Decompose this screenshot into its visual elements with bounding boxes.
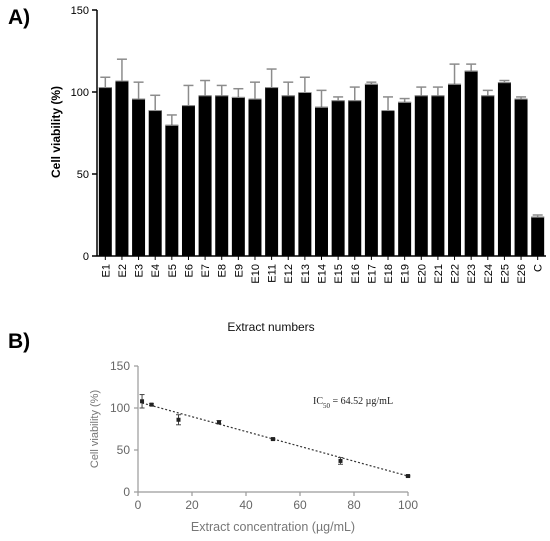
panel-a-x-tick-label: E14 (317, 264, 329, 284)
panel-a-bar-e12 (281, 95, 295, 256)
panel-a-bar-e6 (181, 105, 195, 257)
panel-a-bar-e15 (331, 100, 345, 256)
panel-a-label: A) (8, 6, 30, 29)
panel-a-y-axis-label: Cell viability (%) (49, 86, 63, 178)
panel-a-bar-chart: A) Cell viability (%) Extract numbers 0 5… (8, 5, 546, 334)
panel-b-point (176, 417, 181, 422)
panel-b-y-tick-label: 50 (117, 443, 131, 457)
panel-a-x-tick-label: E21 (433, 264, 445, 284)
panel-a-bar-e2 (115, 80, 129, 257)
panel-b-x-axis-label: Extract concentration (µg/mL) (191, 520, 355, 534)
panel-b-point (149, 402, 154, 407)
panel-a-y-tick-label: 150 (71, 5, 89, 17)
panel-a-x-tick-label: E23 (466, 264, 478, 284)
panel-a-x-tick-label: E25 (499, 264, 511, 284)
panel-b-point (217, 420, 221, 425)
panel-b-point (271, 437, 275, 442)
panel-a-bar-e22 (448, 83, 462, 256)
panel-a-bar-e24 (481, 95, 495, 256)
panel-a-x-tick-label: E8 (217, 264, 229, 277)
panel-a-y-tick-label: 100 (71, 87, 89, 99)
panel-a-x-tick-label: E18 (383, 264, 395, 284)
panel-a-bar-e1 (98, 87, 112, 256)
panel-a-x-tick-label: E7 (200, 264, 212, 277)
panel-b-x-tick-label: 40 (239, 498, 253, 512)
panel-a-bar-e23 (464, 70, 478, 257)
panel-a-bar-e3 (132, 98, 146, 256)
panel-b-y-tick-label: 100 (110, 401, 130, 415)
panel-a-x-tick-label: E4 (150, 264, 162, 277)
panel-a-bar-e19 (398, 101, 412, 256)
panel-b-x-tick-label: 100 (398, 498, 418, 512)
panel-a-bar-e7 (198, 95, 212, 256)
panel-a-bar-e26 (514, 98, 528, 256)
panel-a-bar-e4 (148, 110, 162, 256)
panel-a-x-tick-label: E11 (267, 264, 279, 283)
panel-a-x-tick-label: E5 (167, 264, 179, 277)
panel-a-bar-e8 (215, 95, 229, 256)
panel-a-x-tick-label: E2 (117, 264, 129, 277)
panel-a-bar-e11 (265, 87, 279, 256)
panel-a-bar-e18 (381, 110, 395, 256)
panel-a-x-tick-label: E22 (450, 264, 462, 284)
panel-a-bar-e21 (431, 95, 445, 256)
panel-a-bar-e14 (315, 106, 328, 256)
panel-a-x-tick-label: E16 (350, 264, 362, 284)
panel-a-x-tick-label: E20 (416, 264, 428, 284)
panel-b-x-tick-label: 0 (135, 498, 142, 512)
panel-a-bar-e16 (348, 100, 362, 256)
panel-b-scatter-chart: B) Cell viability (%) Extract concentrat… (8, 330, 418, 534)
panel-b-y-tick-label: 0 (123, 485, 130, 499)
panel-a-bar-e17 (364, 83, 378, 256)
panel-a-x-tick-label: E6 (183, 264, 195, 277)
panel-a-x-tick-label: E26 (516, 264, 528, 284)
panel-a-bar-e20 (414, 95, 428, 256)
panel-b-label: B) (8, 330, 30, 353)
panel-b-x-tick-label: 20 (185, 498, 199, 512)
panel-a-bar-c (531, 216, 545, 256)
panel-b-point (140, 399, 145, 404)
panel-a-x-tick-label: E19 (400, 264, 412, 284)
panel-a-x-tick-label: E3 (134, 264, 146, 277)
panel-a-bar-e25 (497, 82, 511, 256)
panel-b-y-axis-label: Cell viability (%) (89, 390, 101, 468)
panel-b-y-tick-label: 150 (110, 359, 130, 373)
panel-a-x-tick-label: C (533, 264, 545, 272)
panel-a-bar-e10 (248, 98, 262, 256)
panel-a-x-tick-label: E13 (300, 264, 312, 284)
panel-b-x-tick-label: 60 (293, 498, 307, 512)
panel-a-bar-e9 (231, 96, 245, 256)
panel-a-x-tick-label: E10 (250, 264, 262, 284)
panel-b-x-tick-label: 80 (347, 498, 361, 512)
panel-a-bar-e13 (298, 92, 312, 256)
panel-b-ic50-annotation: IC50 = 64.52 µg/mL (313, 396, 393, 410)
panel-b-point (406, 474, 410, 479)
panel-a-x-tick-label: E9 (233, 264, 245, 277)
panel-a-x-tick-label: E1 (100, 264, 112, 277)
panel-a-x-tick-label: E17 (366, 264, 378, 284)
panel-a-y-tick-label: 0 (83, 251, 89, 263)
panel-a-x-axis-label: Extract numbers (227, 320, 314, 334)
panel-a-x-tick-label: E12 (283, 264, 295, 284)
panel-a-x-tick-label: E15 (333, 264, 345, 284)
panel-b-point (338, 458, 343, 463)
panel-a-y-tick-label: 50 (77, 169, 89, 181)
panel-a-x-tick-label: E24 (483, 264, 495, 284)
panel-a-bar-e5 (165, 124, 179, 256)
